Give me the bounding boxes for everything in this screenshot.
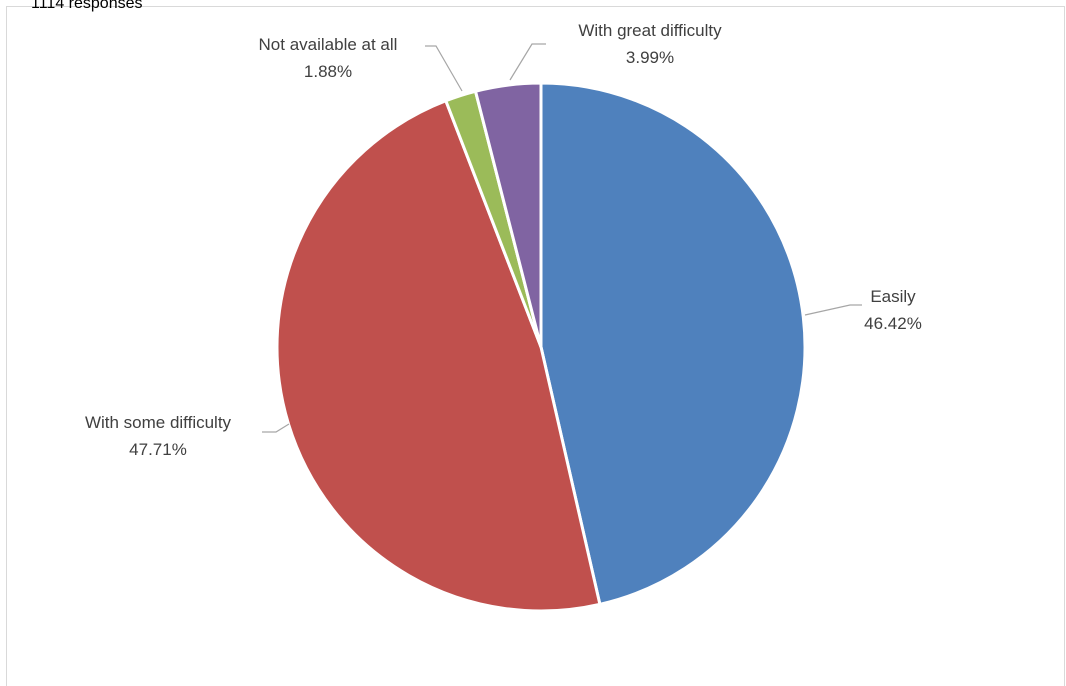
slice-value-label: 1.88% [304, 62, 352, 81]
slice-category-label: Easily [870, 287, 916, 306]
slice-value-label: 47.71% [129, 440, 187, 459]
response-count: 1114 responses [31, 0, 143, 12]
slice-category-label: With some difficulty [85, 413, 232, 432]
slice-value-label: 3.99% [626, 48, 674, 67]
pie-slice-with-great-difficulty [474, 81, 543, 349]
chart-frame: 1114 responses [6, 0, 1065, 686]
leader-line [804, 304, 862, 316]
leader-line [262, 423, 290, 433]
slice-category-label: With great difficulty [578, 21, 722, 40]
leader-line [509, 43, 546, 81]
pie-slice-easily [539, 81, 807, 606]
slice-category-label: Not available at all [259, 35, 398, 54]
leader-line [425, 45, 463, 92]
slice-value-label: 46.42% [864, 314, 922, 333]
